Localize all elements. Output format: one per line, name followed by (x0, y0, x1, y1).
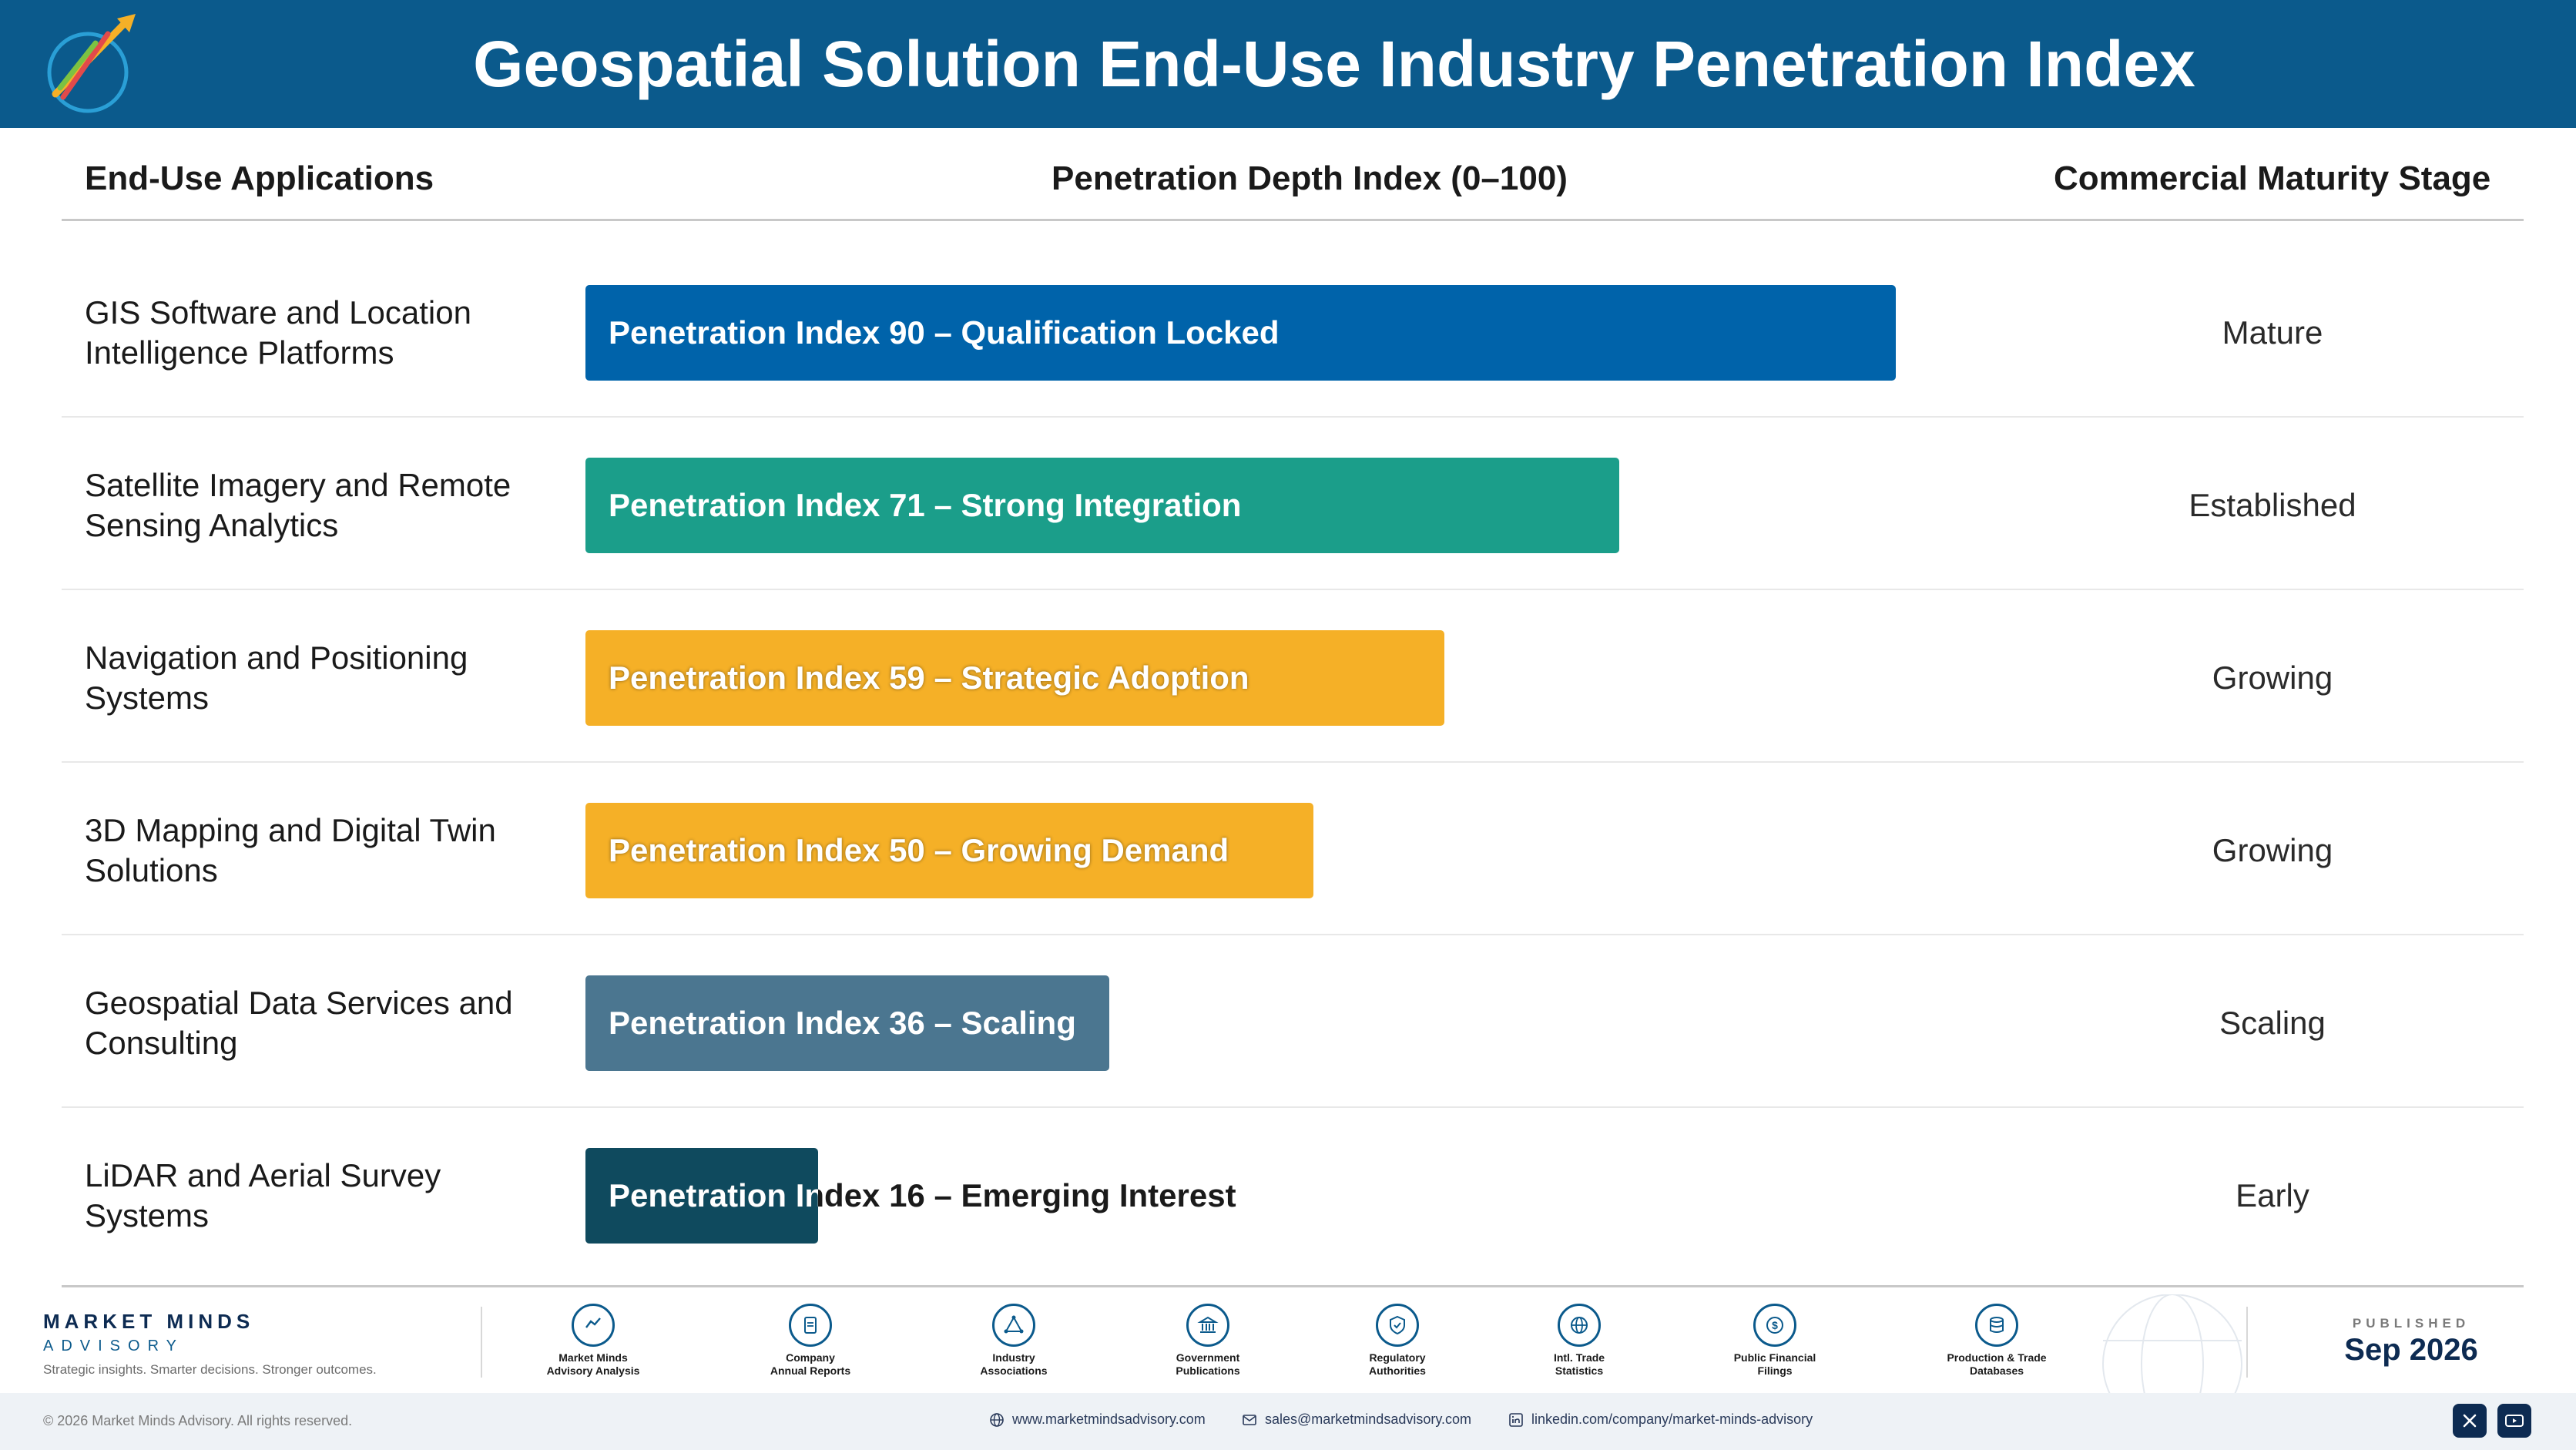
source-label: Production & Trade Databases (1947, 1351, 2047, 1377)
svg-text:$: $ (1772, 1319, 1778, 1331)
source-label: Company Annual Reports (770, 1351, 851, 1377)
source-item: Government Publications (1131, 1304, 1285, 1378)
globe-watermark-icon (2102, 1294, 2242, 1393)
bar-label: Penetration Index 59 – Strategic Adoptio… (609, 660, 1249, 696)
maturity-stage: Mature (2222, 314, 2323, 351)
source-item: Market Minds Advisory Analysis (516, 1304, 670, 1378)
source-item: Company Annual Reports (733, 1304, 887, 1378)
published-date: Sep 2026 (2344, 1333, 2478, 1367)
header-bar (0, 0, 2576, 128)
maturity-stage: Growing (2212, 832, 2333, 868)
source-item: $ Public Financial Filings (1698, 1304, 1852, 1378)
source-item: Intl. Trade Statistics (1502, 1304, 1656, 1378)
footer-divider (62, 1285, 2524, 1287)
source-label: Public Financial Filings (1733, 1351, 1816, 1377)
header-divider (62, 219, 2524, 221)
row-label: Geospatial Data Services and Consulting (85, 985, 513, 1061)
column-header-depth: Penetration Depth Index (0–100) (1052, 159, 1568, 197)
brand-name: MARKET MINDS (43, 1310, 255, 1333)
website-text[interactable]: www.marketmindsadvisory.com (1012, 1411, 1206, 1427)
column-header-applications: End-Use Applications (85, 159, 434, 197)
row-divider (62, 1106, 2524, 1108)
logo-icon (47, 14, 136, 113)
page-title: Geospatial Solution End-Use Industry Pen… (473, 28, 2195, 100)
database-icon (1975, 1304, 2018, 1347)
bar-label: Penetration Index 90 – Qualification Loc… (609, 314, 1280, 351)
bar (585, 458, 1619, 553)
row-divider (62, 589, 2524, 590)
mail-icon (1243, 1414, 1256, 1425)
source-item: Regulatory Authorities (1320, 1304, 1474, 1378)
email-link[interactable]: sales@marketmindsadvisory.com (1242, 1411, 1471, 1428)
source-label: Industry Associations (980, 1351, 1048, 1377)
email-text[interactable]: sales@marketmindsadvisory.com (1265, 1411, 1472, 1427)
network-icon (992, 1304, 1035, 1347)
bar-label: Penetration Index 36 – Scaling (609, 1005, 1076, 1041)
row-label: GIS Software and Location Intelligence P… (85, 294, 471, 371)
bar-label: Penetration Index 50 – Growing Demand (609, 832, 1229, 868)
maturity-stage: Scaling (2219, 1005, 2326, 1041)
document-icon (789, 1304, 832, 1347)
bar (585, 975, 1109, 1071)
maturity-stage: Early (2236, 1177, 2309, 1213)
bar-label: Penetration Index 16 – Emerging Interest (609, 1177, 1236, 1213)
bar-label-overlay: Penetration Index 16 – Emerging Interest (609, 1177, 818, 1213)
dollar-icon: $ (1753, 1304, 1796, 1347)
linkedin-link[interactable]: linkedin.com/company/market-minds-adviso… (1508, 1411, 1813, 1428)
bar-label: Penetration Index 71 – Strong Integratio… (609, 487, 1242, 523)
globe-icon (1558, 1304, 1601, 1347)
row-label: Satellite Imagery and Remote Sensing Ana… (85, 467, 512, 543)
building-icon (1186, 1304, 1229, 1347)
copyright-text: © 2026 Market Minds Advisory. All rights… (43, 1413, 353, 1428)
row-divider (62, 761, 2524, 763)
source-label: Government Publications (1176, 1351, 1240, 1377)
linkedin-text[interactable]: linkedin.com/company/market-minds-adviso… (1531, 1411, 1813, 1427)
source-label: Intl. Trade Statistics (1553, 1351, 1605, 1377)
bar (585, 285, 1896, 381)
brand-subtitle: ADVISORY (43, 1338, 184, 1354)
published-label: PUBLISHED (2352, 1316, 2470, 1331)
website-link[interactable]: www.marketmindsadvisory.com (989, 1411, 1206, 1428)
youtube-social-button[interactable] (2497, 1404, 2531, 1438)
row-divider (62, 416, 2524, 418)
bar (585, 630, 1444, 726)
bar (585, 803, 1313, 898)
maturity-stage: Established (2189, 487, 2356, 523)
bottom-strip (0, 1393, 2576, 1450)
source-item: Industry Associations (937, 1304, 1091, 1378)
row-divider (62, 934, 2524, 935)
globe-icon (990, 1412, 1004, 1427)
footer-separator (2246, 1307, 2248, 1378)
row-label: Navigation and Positioning Systems (85, 639, 468, 716)
chart-icon (572, 1304, 615, 1347)
x-icon (2463, 1414, 2477, 1428)
bar (585, 1148, 818, 1244)
linkedin-icon (1509, 1412, 1523, 1427)
maturity-stage: Growing (2212, 660, 2333, 696)
shield-icon (1376, 1304, 1419, 1347)
brand-tagline: Strategic insights. Smarter decisions. S… (43, 1362, 377, 1377)
footer-separator (481, 1307, 482, 1378)
row-label: LiDAR and Aerial Survey Systems (85, 1157, 441, 1234)
source-label: Regulatory Authorities (1369, 1351, 1426, 1377)
x-social-button[interactable] (2453, 1404, 2487, 1438)
source-item: Production & Trade Databases (1920, 1304, 2074, 1378)
row-label: 3D Mapping and Digital Twin Solutions (85, 812, 496, 888)
column-header-stage: Commercial Maturity Stage (2054, 159, 2491, 197)
source-label: Market Minds Advisory Analysis (546, 1351, 640, 1377)
youtube-icon (2505, 1415, 2524, 1427)
